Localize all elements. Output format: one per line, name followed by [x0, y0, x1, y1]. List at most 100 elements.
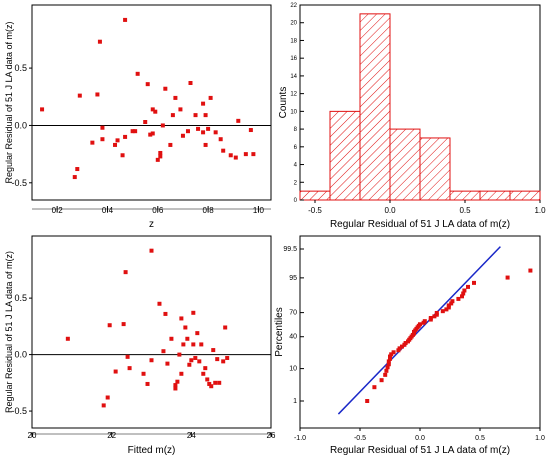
x-tick-label: 0.4 [102, 206, 114, 215]
data-point [105, 395, 110, 400]
y-tick-label: 0.5 [14, 293, 27, 303]
histogram-bar [419, 137, 451, 201]
data-point [233, 155, 238, 160]
x-axis-label: z [149, 219, 154, 230]
y-tick-label: 2 [294, 180, 298, 186]
x-tick-label: 1.0 [534, 206, 546, 215]
data-point [460, 294, 464, 299]
data-point [446, 303, 451, 308]
data-point [175, 379, 180, 384]
data-point [173, 95, 178, 100]
histogram-bar [299, 190, 331, 201]
x-tick-label: -0.5 [354, 435, 366, 442]
data-point [218, 137, 223, 142]
data-point [123, 270, 128, 275]
data-point [120, 153, 125, 158]
y-tick-label: 16 [290, 56, 297, 62]
data-point [189, 358, 194, 363]
histogram-bar [509, 190, 541, 201]
histogram-bar [449, 190, 481, 201]
data-point [456, 296, 461, 301]
y-tick-label: 10 [290, 109, 297, 115]
x-tick-label: 0.6 [152, 206, 164, 215]
histogram-bar [329, 110, 361, 201]
y-tick-label: 70 [289, 310, 297, 317]
data-point [183, 325, 188, 330]
y-tick-label: 18 [290, 38, 297, 44]
x-tick-label: 0.5 [475, 435, 485, 442]
data-point [225, 355, 230, 360]
x-tick-label: 0.5 [459, 206, 471, 215]
data-point [90, 140, 95, 145]
data-point [123, 17, 128, 22]
data-point [372, 385, 377, 390]
data-point [141, 371, 146, 376]
data-point [193, 355, 198, 360]
y-axis-label: Regular Residual of 51 J LA data of m(z) [4, 21, 14, 183]
data-point [173, 383, 178, 388]
data-point [379, 378, 384, 383]
x-tick-label: 0.0 [384, 206, 396, 215]
data-point [215, 357, 220, 362]
data-point [434, 310, 439, 315]
data-point [201, 130, 206, 135]
panel-normal-probability: 1 10 40 70 95 99.5 -1.0 -0.5 0.0 0.5 1.0 Regular Re… [274, 235, 545, 456]
x-tick-label: 0.8 [203, 206, 215, 215]
data-point [205, 377, 210, 382]
x-axis-label: Regular Residual of 51 J LA data of m(z) [330, 445, 510, 456]
data-point [440, 309, 445, 314]
histogram-bar [389, 128, 421, 201]
data-point [195, 331, 200, 336]
data-point [248, 128, 253, 133]
data-point [100, 137, 105, 142]
data-point [115, 138, 120, 143]
data-point [203, 366, 208, 371]
x-tick-label: -1.0 [294, 435, 306, 442]
data-point [444, 307, 449, 312]
data-point [185, 129, 190, 134]
data-point [223, 325, 228, 330]
data-point [149, 248, 154, 253]
data-point [528, 268, 533, 273]
data-point [185, 336, 190, 341]
data-point [386, 359, 391, 364]
data-point [165, 361, 170, 366]
x-tick-label: -0.5 [308, 206, 322, 215]
data-point [462, 288, 467, 293]
data-point [95, 92, 100, 97]
data-point [127, 366, 132, 371]
data-point [201, 101, 206, 106]
data-point [461, 291, 466, 296]
data-point [385, 365, 390, 370]
data-point [163, 311, 168, 316]
data-point [449, 301, 454, 306]
data-point [72, 175, 77, 180]
data-point [130, 129, 135, 134]
data-point [113, 369, 118, 374]
plot-frame [31, 235, 272, 429]
y-tick-label: 99.5 [283, 246, 297, 253]
data-point [389, 352, 394, 357]
data-point [211, 348, 216, 353]
data-point [153, 109, 158, 114]
data-point [472, 280, 476, 285]
data-point [221, 359, 226, 364]
data-point [388, 356, 392, 361]
data-point [193, 113, 198, 118]
data-point [150, 107, 155, 112]
data-point [97, 39, 102, 44]
y-tick-label: 20 [290, 21, 297, 27]
data-point [163, 86, 168, 91]
y-tick-label: 12 [290, 92, 297, 98]
data-point [187, 362, 192, 367]
x-tick-label: 1.0 [535, 435, 545, 442]
data-point [386, 362, 391, 367]
data-point [65, 336, 70, 341]
data-point [217, 380, 222, 385]
y-tick-label: 4 [294, 163, 298, 169]
data-point [191, 342, 196, 347]
data-point [145, 82, 150, 87]
data-point [213, 380, 218, 385]
data-point [236, 118, 241, 123]
